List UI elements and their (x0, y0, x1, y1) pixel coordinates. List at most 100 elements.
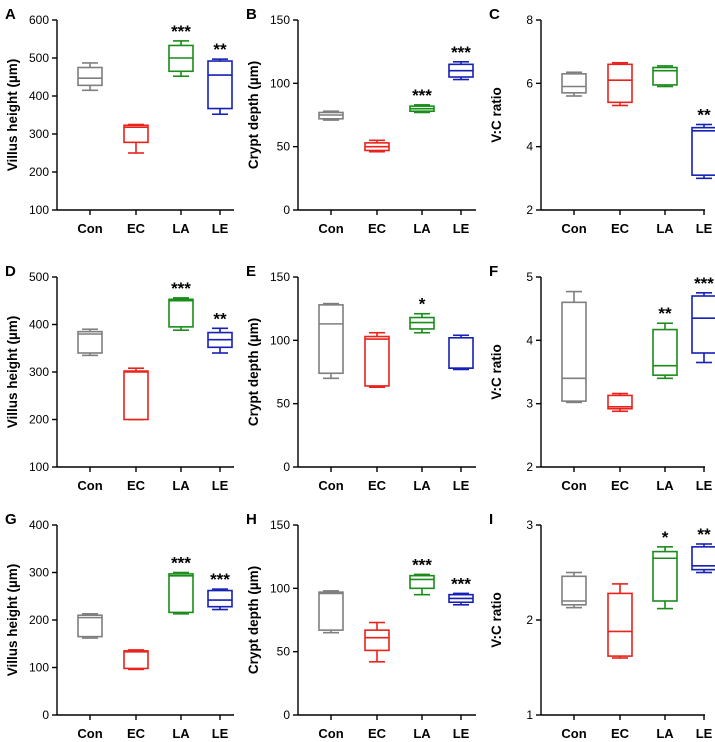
x-tick-label: LE (696, 478, 713, 493)
significance-label: ** (697, 106, 711, 125)
iqr-box (364, 629, 390, 652)
box-con (561, 71, 587, 97)
box-le: ** (207, 40, 233, 116)
y-tick-label: 300 (29, 566, 49, 580)
y-tick-label: 50 (277, 397, 291, 411)
iqr-box (168, 573, 194, 614)
box-le: *** (448, 43, 474, 81)
x-tick-label: EC (368, 221, 387, 236)
y-axis-title: V:C ratio (489, 344, 504, 400)
iqr-box (691, 546, 715, 571)
panel-letter: B (246, 6, 257, 23)
y-tick-label: 0 (283, 460, 290, 474)
y-tick-label: 8 (526, 13, 533, 27)
iqr-box (77, 614, 103, 638)
y-tick-label: 50 (277, 645, 291, 659)
x-tick-label: EC (611, 478, 630, 493)
x-tick-label: LE (212, 478, 229, 493)
panel-letter: G (5, 511, 17, 528)
y-tick-label: 0 (283, 203, 290, 217)
box-la (652, 65, 678, 88)
y-tick-label: 2 (526, 460, 533, 474)
y-tick-label: 300 (29, 365, 49, 379)
panel-h: H 0 50 100 150 Crypt depth (µm) Con EC LA LE *** **… (246, 511, 476, 741)
box-ec (123, 123, 149, 154)
box-la: *** (168, 22, 194, 78)
x-tick-label: EC (368, 726, 387, 741)
y-tick-label: 5 (526, 270, 533, 284)
y-tick-label: 100 (270, 333, 290, 347)
y-tick-label: 150 (270, 518, 290, 532)
box-ec (364, 139, 390, 153)
iqr-box (652, 550, 678, 602)
y-tick-label: 2 (526, 613, 533, 627)
y-tick-label: 400 (29, 518, 49, 532)
x-tick-label: Con (318, 726, 343, 741)
y-axis-title: V:C ratio (489, 592, 504, 648)
box-la: *** (168, 554, 194, 615)
x-tick-label: Con (561, 221, 586, 236)
significance-label: *** (171, 22, 191, 41)
y-axis-title: V:C ratio (489, 87, 504, 143)
box-le: *** (207, 570, 233, 611)
significance-label: *** (412, 86, 432, 105)
iqr-box (123, 650, 149, 670)
significance-label: ** (213, 40, 227, 59)
iqr-box (652, 66, 678, 86)
iqr-box (561, 575, 587, 606)
box-con (318, 110, 344, 121)
y-tick-label: 100 (270, 76, 290, 90)
iqr-box (318, 591, 344, 631)
y-tick-label: 400 (29, 89, 49, 103)
x-tick-label: LA (413, 478, 431, 493)
y-tick-label: 500 (29, 270, 49, 284)
panel-letter: A (5, 6, 16, 23)
significance-label: * (662, 528, 669, 547)
panel-d: D 100 200 300 400 500 Villus height (µm) Con EC L… (5, 263, 234, 493)
x-tick-label: EC (611, 221, 630, 236)
iqr-box (561, 73, 587, 94)
iqr-box (448, 336, 474, 369)
y-tick-label: 200 (29, 165, 49, 179)
y-tick-label: 600 (29, 13, 49, 27)
iqr-box (607, 592, 633, 657)
box-con (318, 302, 344, 380)
panel-c: C 2 4 6 8 V:C ratio Con EC LA LE ** (489, 6, 715, 236)
iqr-box (607, 394, 633, 410)
box-ec (123, 649, 149, 671)
iqr-box (207, 60, 233, 110)
y-tick-label: 300 (29, 127, 49, 141)
x-tick-label: EC (368, 478, 387, 493)
x-tick-label: LA (413, 221, 431, 236)
significance-label: * (419, 295, 426, 314)
iqr-box (77, 330, 103, 354)
y-tick-label: 100 (29, 203, 49, 217)
x-tick-label: Con (561, 726, 586, 741)
y-tick-label: 2 (526, 203, 533, 217)
y-axis-title: Villus height (µm) (5, 564, 20, 677)
panel-b: B 0 50 100 150 Crypt depth (µm) Con EC LA LE *** **… (246, 6, 476, 236)
box-la: ** (652, 304, 678, 380)
y-tick-label: 150 (270, 13, 290, 27)
x-tick-label: LE (212, 221, 229, 236)
y-tick-label: 150 (270, 270, 290, 284)
y-tick-label: 100 (29, 460, 49, 474)
significance-label: *** (412, 555, 432, 574)
significance-label: *** (451, 43, 471, 62)
panel-a: A 100 200 300 400 500 600 Villus height (µm) Con… (5, 6, 234, 236)
box-ec (364, 621, 390, 663)
x-tick-label: LA (172, 478, 190, 493)
y-tick-label: 100 (29, 661, 49, 675)
panel-e: E 0 50 100 150 Crypt depth (µm) Con EC LA LE * (246, 263, 476, 493)
significance-label: *** (694, 274, 714, 293)
x-tick-label: Con (77, 726, 102, 741)
x-tick-label: Con (77, 221, 102, 236)
significance-label: ** (213, 309, 227, 328)
x-tick-label: Con (318, 478, 343, 493)
x-tick-label: EC (127, 726, 146, 741)
box-con (318, 590, 344, 634)
iqr-box (691, 126, 715, 176)
